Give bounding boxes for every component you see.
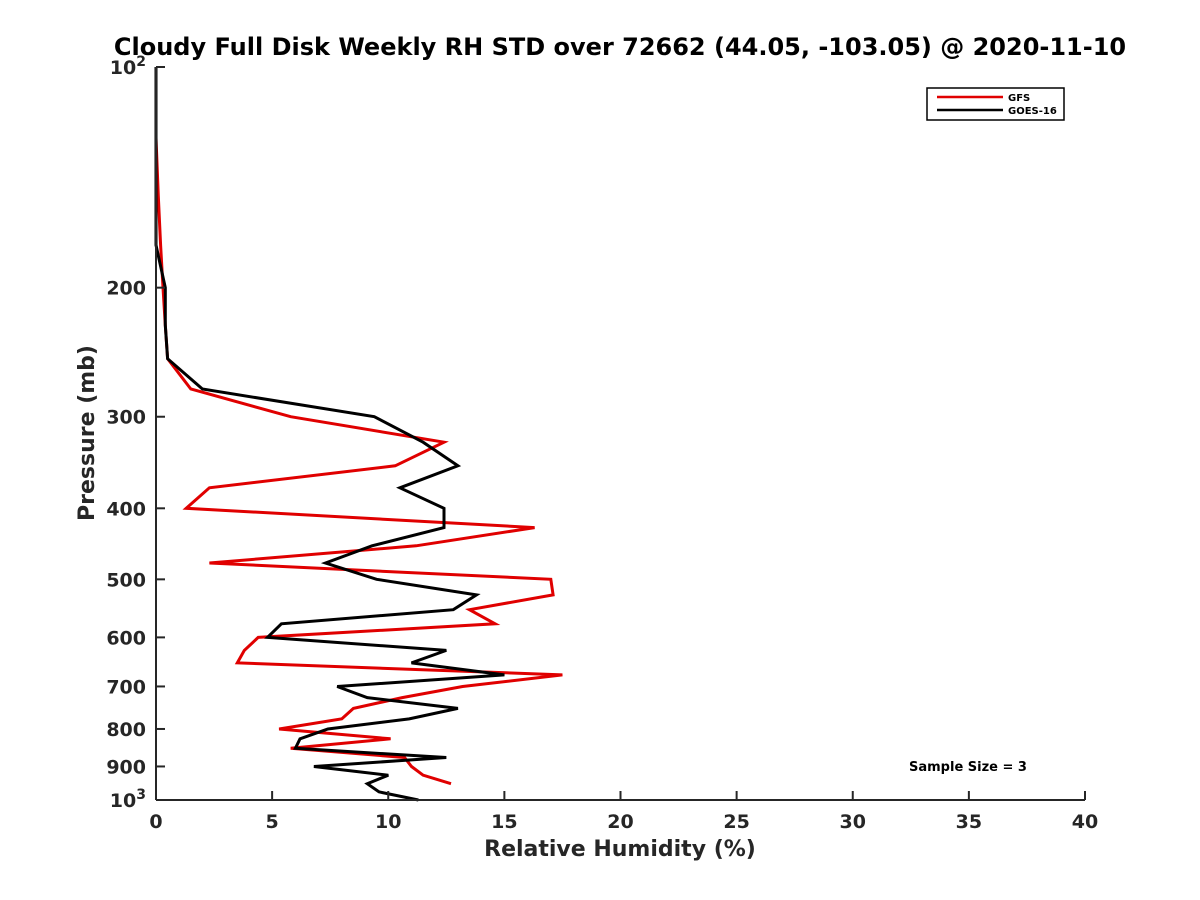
y-tick-label: 400 bbox=[106, 498, 146, 520]
y-tick-label: 900 bbox=[106, 756, 146, 778]
series-line-goes16 bbox=[154, 67, 505, 802]
y-tick-label: 102 bbox=[110, 54, 146, 79]
y-tick-label: 200 bbox=[106, 278, 146, 300]
legend-label-goes16: GOES-16 bbox=[1008, 106, 1057, 117]
y-axis-label: Pressure (mb) bbox=[75, 345, 100, 521]
chart-title: Cloudy Full Disk Weekly RH STD over 7266… bbox=[114, 33, 1126, 61]
y-tick-label: 500 bbox=[106, 569, 146, 591]
y-tick-label: 600 bbox=[106, 627, 146, 649]
x-ticks: 0 5 10 15 20 25 30 35 40 bbox=[149, 791, 1098, 833]
x-tick-label: 10 bbox=[375, 811, 401, 833]
x-tick-label: 0 bbox=[149, 811, 162, 833]
y-tick-label: 700 bbox=[106, 676, 146, 698]
legend-label-gfs: GFS bbox=[1008, 93, 1030, 104]
x-tick-label: 35 bbox=[956, 811, 982, 833]
x-tick-label: 40 bbox=[1072, 811, 1098, 833]
x-tick-label: 15 bbox=[491, 811, 517, 833]
x-tick-label: 20 bbox=[607, 811, 633, 833]
legend: GFS GOES-16 bbox=[926, 87, 1065, 121]
plot-lines bbox=[154, 67, 563, 802]
legend-box bbox=[926, 87, 1065, 121]
y-ticks: 102 200 300 400 500 600 700 800 900 103 bbox=[106, 54, 165, 812]
x-tick-label: 25 bbox=[723, 811, 749, 833]
y-tick-label: 103 bbox=[110, 787, 146, 812]
x-tick-label: 5 bbox=[266, 811, 279, 833]
x-axis-label: Relative Humidity (%) bbox=[484, 837, 756, 862]
x-tick-label: 30 bbox=[840, 811, 866, 833]
y-tick-label: 800 bbox=[106, 719, 146, 741]
sample-size-annotation: Sample Size = 3 bbox=[909, 760, 1027, 775]
y-tick-label: 300 bbox=[106, 407, 146, 429]
